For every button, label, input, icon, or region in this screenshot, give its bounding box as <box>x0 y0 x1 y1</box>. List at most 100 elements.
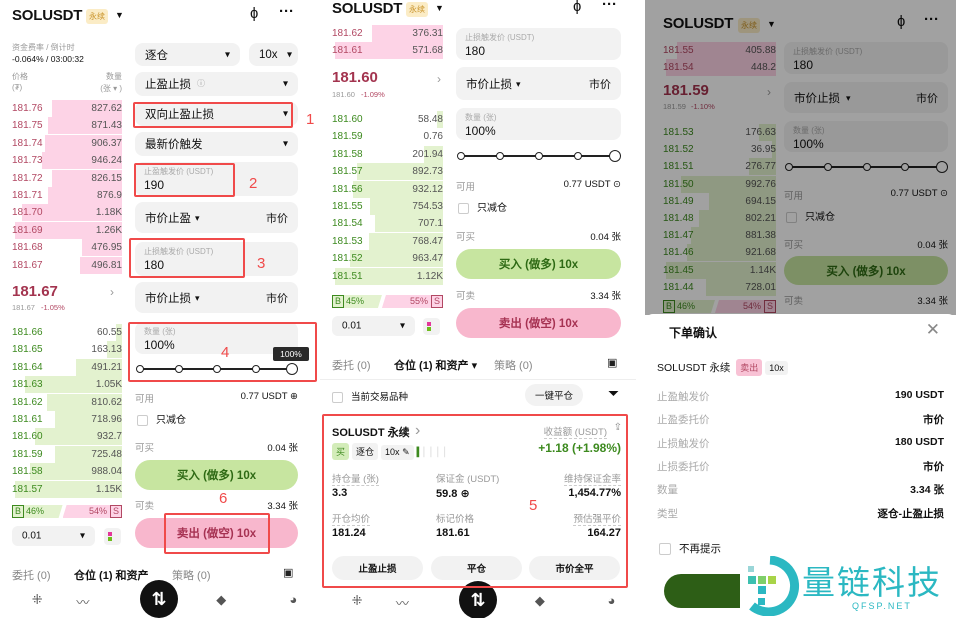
bid-row[interactable]: 181.44 728.01 <box>663 278 776 296</box>
bid-row[interactable]: 181.51 1.12K <box>332 267 443 285</box>
quantity-slider[interactable] <box>457 150 621 162</box>
trade-icon[interactable]: ⇅ <box>140 580 178 618</box>
ask-row[interactable]: 181.62 376.31 <box>332 25 443 42</box>
close-position-button[interactable]: 平仓 <box>431 556 522 580</box>
more-icon[interactable]: ··· <box>602 0 617 13</box>
margin-mode-select[interactable]: 逐仓 ▾ <box>135 43 240 66</box>
quantity-slider[interactable] <box>785 161 948 173</box>
precision-select[interactable]: 0.01 ▾ <box>12 526 95 546</box>
position-symbol[interactable]: SOLUSDT 永续 <box>332 427 410 439</box>
sl-order-type-select[interactable]: 市价止损 ▾ 市价 <box>456 67 621 100</box>
market-close-all-button[interactable]: 市价全平 <box>529 556 620 580</box>
tp-trigger-input[interactable]: 止盈触发价 (USDT) 190 <box>135 162 298 196</box>
assets-icon[interactable]: ◕ <box>607 593 616 608</box>
dont-show-again-checkbox[interactable]: 不再提示 <box>659 541 721 556</box>
bid-row[interactable]: 181.49 694.15 <box>663 192 776 210</box>
close-icon[interactable]: ✕ <box>925 320 940 339</box>
bid-row[interactable]: 181.45 1.14K <box>663 261 776 279</box>
tab-orders[interactable]: 委托 (0) <box>12 570 51 582</box>
qty-col-unit[interactable]: (张 ▾ ) <box>100 84 122 93</box>
slider-step-dot[interactable] <box>862 163 871 171</box>
sl-trigger-input[interactable]: 止损触发价 (USDT) 180 <box>135 242 298 276</box>
slider-step-dot[interactable] <box>496 152 504 160</box>
slider-step-dot[interactable] <box>213 365 221 373</box>
modal-backdrop[interactable] <box>645 0 956 315</box>
leverage-tag[interactable]: 10x ✎ <box>381 445 414 460</box>
sl-order-type-select[interactable]: 市价止损 ▾ 市价 <box>784 82 948 113</box>
bid-row[interactable]: 181.60 932.7 <box>12 428 122 446</box>
tp-order-type-select[interactable]: 市价止盈 ▾ 市价 <box>135 202 298 233</box>
bid-row[interactable]: 181.62 810.62 <box>12 393 122 411</box>
bid-row[interactable]: 181.51 276.77 <box>663 158 776 176</box>
more-icon[interactable]: ··· <box>924 11 939 28</box>
bid-row[interactable]: 181.55 754.53 <box>332 198 443 215</box>
ask-row[interactable]: 181.54 448.2 <box>663 59 776 77</box>
order-history-icon[interactable]: ▣ <box>607 357 618 369</box>
bid-row[interactable]: 181.57 1.15K <box>12 480 122 498</box>
tab-positions[interactable]: 仓位 (1) 和资产 <box>74 570 149 582</box>
quantity-input[interactable]: 数量 (张) 100% <box>456 108 621 140</box>
chevron-right-icon[interactable]: › <box>415 422 421 439</box>
ask-row[interactable]: 181.68 476.95 <box>12 239 122 257</box>
bid-row[interactable]: 181.60 58.48 <box>332 111 443 128</box>
sl-order-type-select[interactable]: 市价止损 ▾ 市价 <box>135 282 298 313</box>
bid-row[interactable]: 181.57 892.73 <box>332 163 443 181</box>
quantity-slider[interactable] <box>136 363 298 375</box>
tab-orders[interactable]: 委托 (0) <box>332 360 371 372</box>
add-funds-icon[interactable]: ⊙ <box>940 188 948 199</box>
slider-step-dot[interactable] <box>823 163 832 171</box>
buy-long-button[interactable]: 买入 (做多) 10x <box>135 460 298 490</box>
book-layout-icon[interactable] <box>423 318 440 335</box>
quantity-input[interactable]: 数量 (张) 100% <box>135 322 298 354</box>
chevron-right-icon[interactable]: › <box>110 285 114 299</box>
reduce-only-checkbox[interactable]: 只减仓 <box>458 199 507 214</box>
slider-step-dot[interactable] <box>457 152 465 160</box>
bid-row[interactable]: 181.47 881.38 <box>663 227 776 245</box>
markets-icon[interactable]: ⁜ <box>351 593 363 608</box>
slider-handle[interactable] <box>609 150 621 162</box>
bid-row[interactable]: 181.52 963.47 <box>332 250 443 268</box>
tab-positions[interactable]: 仓位 (1) 和资产 ▾ <box>394 360 478 372</box>
bid-row[interactable]: 181.66 60.55 <box>12 324 122 341</box>
bid-row[interactable]: 181.65 163.13 <box>12 341 122 359</box>
assets-icon[interactable]: ◕ <box>289 592 298 607</box>
order-type-select[interactable]: 止盈止损 ⓘ ▾ <box>135 72 298 96</box>
markets-icon[interactable]: ⁜ <box>31 592 43 607</box>
sell-short-button[interactable]: 卖出 (做空) 10x <box>135 518 298 548</box>
slider-handle[interactable] <box>936 161 948 173</box>
ask-row[interactable]: 181.71 876.9 <box>12 187 122 204</box>
bid-row[interactable]: 181.61 718.96 <box>12 411 122 428</box>
slider-step-dot[interactable] <box>174 365 183 373</box>
current-symbol-filter[interactable]: 当前交易品种 <box>332 389 408 403</box>
symbol-dropdown-icon[interactable]: ▼ <box>767 19 776 29</box>
add-funds-icon[interactable]: ⊕ <box>290 391 298 402</box>
buy-long-button[interactable]: 买入 (做多) 10x <box>456 249 621 279</box>
order-history-icon[interactable]: ▣ <box>283 567 294 579</box>
slider-step-dot[interactable] <box>574 152 582 160</box>
buy-long-button[interactable]: 买入 (做多) 10x <box>784 256 948 285</box>
chart-icon[interactable]: 〰 <box>395 596 409 611</box>
quantity-input[interactable]: 数量 (张) 100% <box>784 121 948 152</box>
symbol-title[interactable]: SOLUSDT <box>332 0 403 17</box>
bid-row[interactable]: 181.50 992.76 <box>663 175 776 193</box>
slider-handle[interactable] <box>286 363 298 375</box>
ask-row[interactable]: 181.76 827.62 <box>12 100 122 117</box>
chart-icon[interactable]: 〰 <box>76 595 90 610</box>
sl-trigger-input[interactable]: 止损触发价 (USDT) 180 <box>456 28 621 60</box>
reduce-only-checkbox[interactable]: 只减仓 <box>786 208 835 223</box>
ask-row[interactable]: 181.74 906.37 <box>12 134 122 152</box>
bid-row[interactable]: 181.48 802.21 <box>663 210 776 227</box>
candlestick-icon[interactable]: ɸ <box>573 0 582 15</box>
tab-strategies[interactable]: 策略 (0) <box>494 360 533 372</box>
symbol-dropdown-icon[interactable]: ▼ <box>115 10 124 20</box>
trigger-type-select[interactable]: 最新价触发 ▾ <box>135 132 298 156</box>
discover-icon[interactable]: ◆ <box>216 592 227 607</box>
share-icon[interactable]: ⇪ <box>613 422 622 433</box>
bid-row[interactable]: 181.64 491.21 <box>12 358 122 376</box>
add-funds-icon[interactable]: ⊙ <box>613 179 621 190</box>
symbol-dropdown-icon[interactable]: ▼ <box>435 3 444 13</box>
bid-row[interactable]: 181.59 0.76 <box>332 128 443 146</box>
tpsl-mode-select[interactable]: 双向止盈止损 ▾ <box>135 102 298 126</box>
bid-row[interactable]: 181.56 932.12 <box>332 180 443 198</box>
bid-row[interactable]: 181.53 768.47 <box>332 232 443 250</box>
